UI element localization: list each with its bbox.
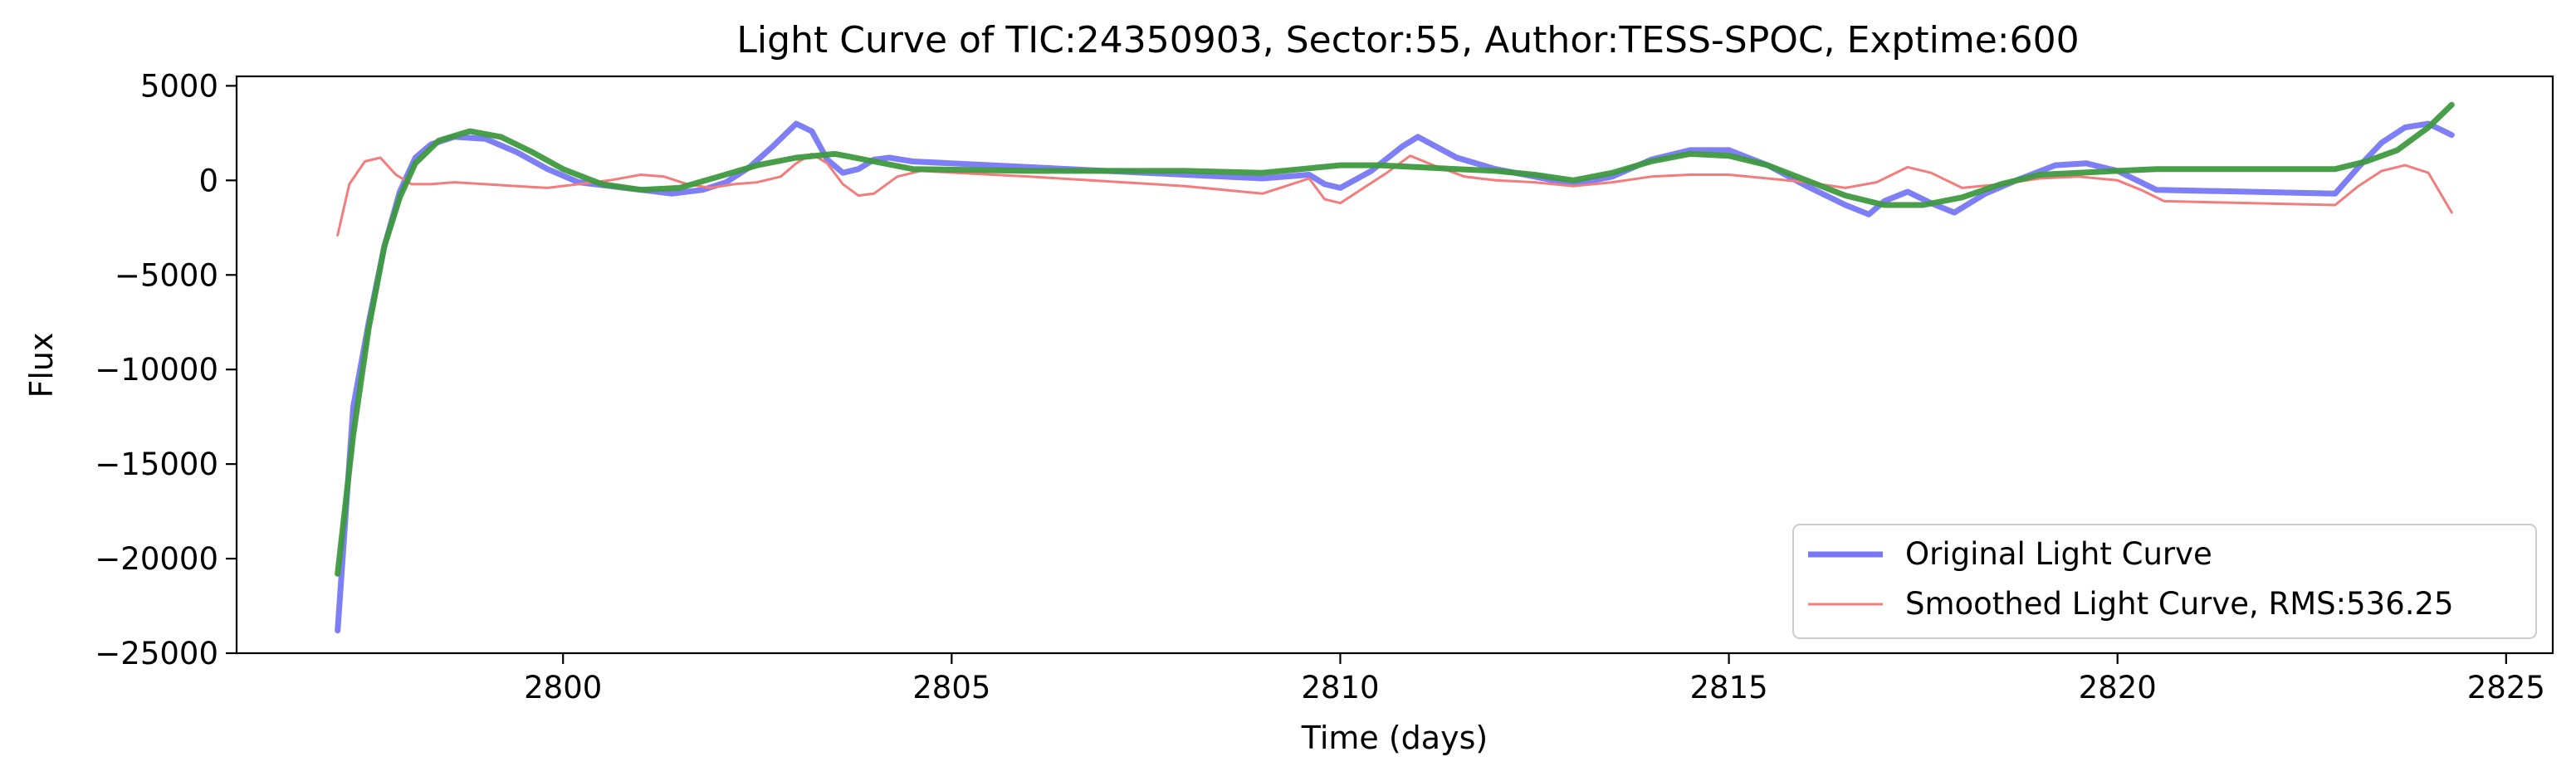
- y-tick-label: 0: [198, 163, 218, 198]
- y-axis-label: Flux: [23, 333, 60, 398]
- y-tick-label: −25000: [95, 636, 218, 671]
- y-tick-label: 5000: [140, 68, 218, 104]
- series-layer: [335, 101, 2455, 634]
- x-tick-label: 2815: [1689, 670, 1767, 705]
- legend-box: [1792, 524, 2537, 639]
- y-tick-label: −15000: [95, 447, 218, 482]
- legend-label-original: Original Light Curve: [1905, 536, 2212, 572]
- plot-frame: [235, 75, 2554, 655]
- x-axis-label: Time (days): [1301, 720, 1488, 756]
- legend-label-smoothed: Smoothed Light Curve, RMS:536.25: [1905, 586, 2454, 622]
- x-tick-label: 2800: [524, 670, 602, 705]
- y-tick-label: −20000: [95, 541, 218, 577]
- y-tick-label: −10000: [95, 352, 218, 388]
- y-tick-label: −5000: [115, 257, 218, 293]
- series-fit-curve: [335, 101, 2455, 577]
- chart-title: Light Curve of TIC:24350903, Sector:55, …: [736, 19, 2079, 61]
- series-original-light-curve: [335, 120, 2455, 634]
- x-tick-label: 2805: [912, 670, 990, 705]
- legend: Original Light Curve Smoothed Light Curv…: [1792, 524, 2537, 639]
- x-tick-label: 2820: [2079, 670, 2157, 705]
- x-tick-label: 2810: [1301, 670, 1379, 705]
- x-tick-label: 2825: [2467, 670, 2545, 705]
- tick-layer: 2800 2805 2810 2815 2820 2825 5000 0 −5000 −10000…: [95, 68, 2545, 705]
